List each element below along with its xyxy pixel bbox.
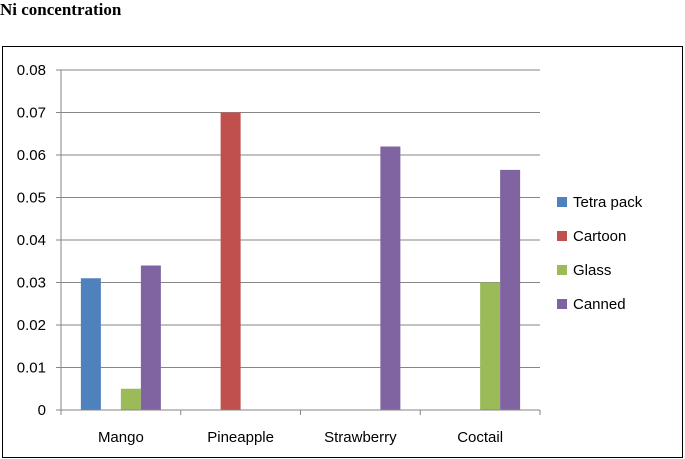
legend-label: Cartoon — [573, 228, 626, 245]
legend-swatch — [557, 299, 567, 309]
bar-tetra-pack-mango — [80, 278, 101, 410]
x-axis-ticks: Mango Pineapple Strawberry Coctail — [60, 410, 541, 446]
x-tick-label: Mango — [98, 429, 144, 446]
x-tick-label: Coctail — [457, 429, 503, 446]
y-tick-label: 0.05 — [17, 190, 46, 207]
y-tick-label: 0.04 — [17, 232, 46, 249]
bar-glass-mango — [120, 388, 141, 410]
y-axis-ticks: 0 0.01 0.02 0.03 0.04 0.05 0.06 0.07 0.08 — [17, 62, 61, 419]
bar-canned-coctail — [500, 169, 521, 410]
legend-label: Canned — [573, 296, 626, 313]
legend-swatch — [557, 231, 567, 241]
legend-label: Glass — [573, 262, 611, 279]
y-tick-label: 0.03 — [17, 275, 46, 292]
x-tick-label: Pineapple — [207, 429, 274, 446]
legend: Tetra pack Cartoon Glass Canned — [557, 194, 643, 313]
bars — [80, 112, 521, 410]
bar-glass-coctail — [480, 282, 501, 410]
legend-swatch — [557, 265, 567, 275]
x-tick-label: Strawberry — [324, 429, 397, 446]
y-tick-label: 0.08 — [17, 62, 46, 79]
y-tick-label: 0.06 — [17, 147, 46, 164]
page-title: Ni concentration — [0, 0, 122, 19]
legend-label: Tetra pack — [573, 194, 643, 211]
y-tick-label: 0 — [38, 402, 46, 419]
y-tick-label: 0.02 — [17, 317, 46, 334]
y-tick-label: 0.07 — [17, 105, 46, 122]
gridlines — [61, 69, 540, 368]
bar-cartoon-pineapple — [220, 112, 241, 410]
bar-canned-strawberry — [380, 146, 401, 410]
y-tick-label: 0.01 — [17, 360, 46, 377]
chart-frame — [2, 46, 683, 458]
bar-canned-mango — [140, 265, 161, 410]
legend-swatch — [557, 197, 567, 207]
